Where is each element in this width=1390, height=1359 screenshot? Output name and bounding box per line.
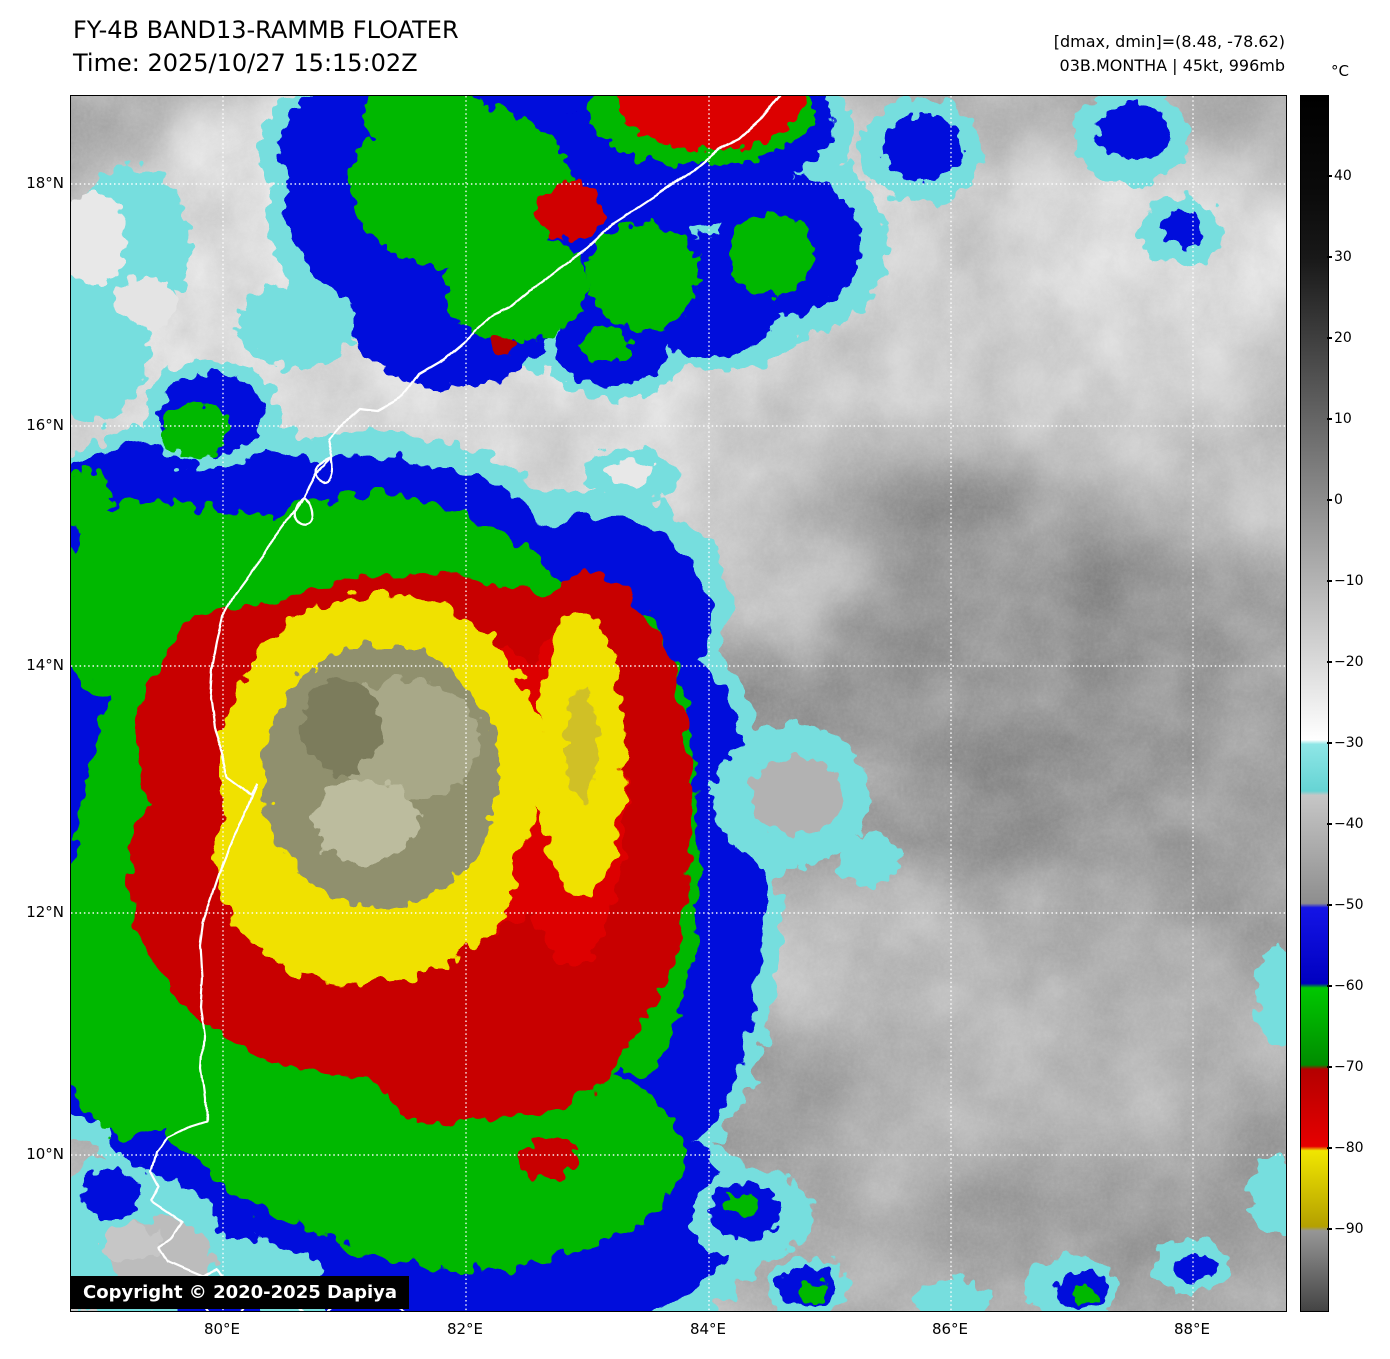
lat-label-10n: 10°N xyxy=(26,1145,64,1163)
copyright-badge: Copyright © 2020-2025 Dapiya xyxy=(71,1276,410,1309)
colorbar-tick: −70 xyxy=(1327,1059,1364,1075)
ir-red-spots xyxy=(390,1046,575,1180)
lon-label-86e: 86°E xyxy=(931,1320,969,1338)
timestamp: Time: 2025/10/27 15:15:02Z xyxy=(73,49,418,77)
colorbar-tick: −30 xyxy=(1327,735,1364,751)
colorbar-tick: −80 xyxy=(1327,1140,1364,1156)
colorbar-tick: −40 xyxy=(1327,816,1364,832)
colorbar-tick: 20 xyxy=(1327,330,1352,346)
ir-misc-green xyxy=(71,403,1099,1303)
lon-label-84e: 84°E xyxy=(689,1320,727,1338)
storm-info: 03B.MONTHA | 45kt, 996mb xyxy=(1059,56,1285,75)
colorbar-tick: −10 xyxy=(1327,573,1364,589)
ir-core-gray-region xyxy=(263,644,597,908)
lon-label-82e: 82°E xyxy=(446,1320,484,1338)
page-title: FY-4B BAND13-RAMMB FLOATER xyxy=(73,16,459,44)
range-stats: [dmax, dmin]=(8.48, -78.62) xyxy=(1053,32,1285,51)
colorbar-tick: −20 xyxy=(1327,654,1364,670)
satellite-image xyxy=(71,96,1286,1311)
colorbar-unit-label: °C xyxy=(1331,62,1349,80)
lat-label-14n: 14°N xyxy=(26,656,64,674)
lon-label-80e: 80°E xyxy=(203,1320,241,1338)
lat-label-12n: 12°N xyxy=(26,903,64,921)
colorbar xyxy=(1300,95,1329,1312)
lat-label-16n: 16°N xyxy=(26,416,64,434)
ir-north-green xyxy=(349,96,813,364)
colorbar-tick: 10 xyxy=(1327,411,1352,427)
ir-misc-gray-centers xyxy=(71,192,842,1292)
lat-label-18n: 18°N xyxy=(26,174,64,192)
gridlines xyxy=(71,96,1286,1311)
colorbar-tick: 40 xyxy=(1327,168,1352,184)
colorbar-tick: 0 xyxy=(1327,492,1343,508)
lon-label-88e: 88°E xyxy=(1173,1320,1211,1338)
satellite-map xyxy=(70,95,1287,1312)
colorbar-tick: −60 xyxy=(1327,978,1364,994)
ir-north-red xyxy=(490,96,803,356)
colorbar-tick: −90 xyxy=(1327,1221,1364,1237)
colorbar-tick: −50 xyxy=(1327,897,1364,913)
colorbar-tick: 30 xyxy=(1327,249,1352,265)
